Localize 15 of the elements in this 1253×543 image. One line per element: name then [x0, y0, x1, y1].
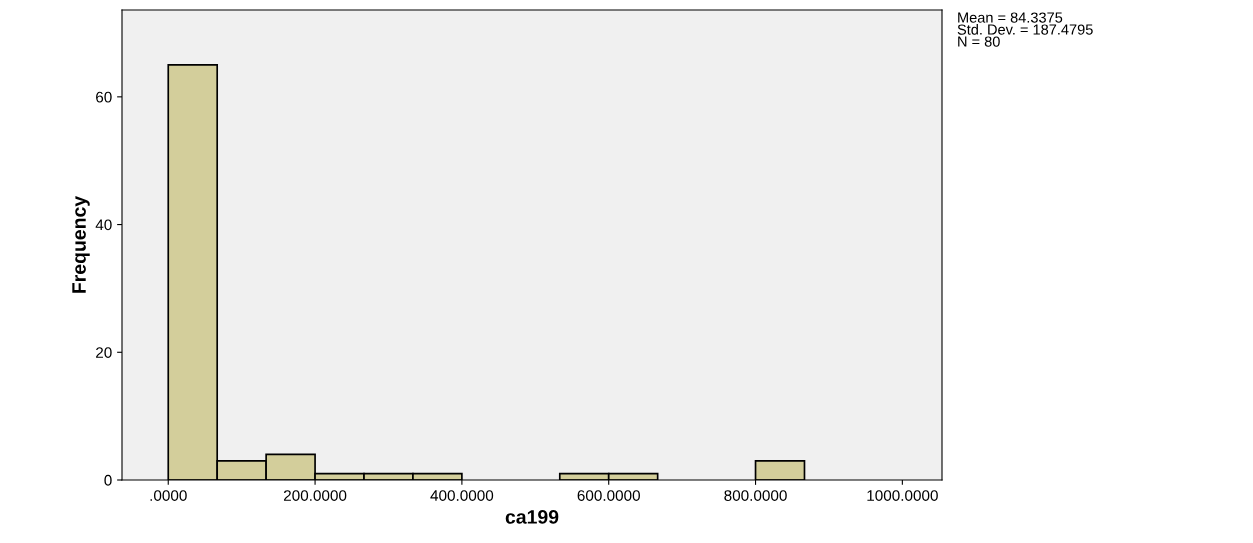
- x-tick-label: .0000: [150, 490, 187, 501]
- text: N = 80: [958, 36, 1000, 47]
- x-tick-label: 200.0000: [283, 490, 347, 501]
- y-axis-title: Frequency: [72, 195, 90, 293]
- text: Std. Dev. = 187.4795: [957, 24, 1093, 35]
- y-tick-label: 0: [104, 474, 112, 486]
- x-tick-label: 400.0000: [430, 490, 494, 501]
- y-tick-label: 40: [95, 219, 112, 231]
- y-tick-label: 20: [96, 347, 112, 358]
- y-tick-label: 60: [96, 91, 112, 103]
- x-tick-label: 600.0000: [577, 490, 640, 501]
- x-axis-title: ca199: [505, 510, 559, 524]
- x-tick-label: 1000.0000: [867, 490, 938, 501]
- text: Mean = 84.3375: [958, 12, 1063, 23]
- x-tick-label: 800.0000: [724, 490, 787, 501]
